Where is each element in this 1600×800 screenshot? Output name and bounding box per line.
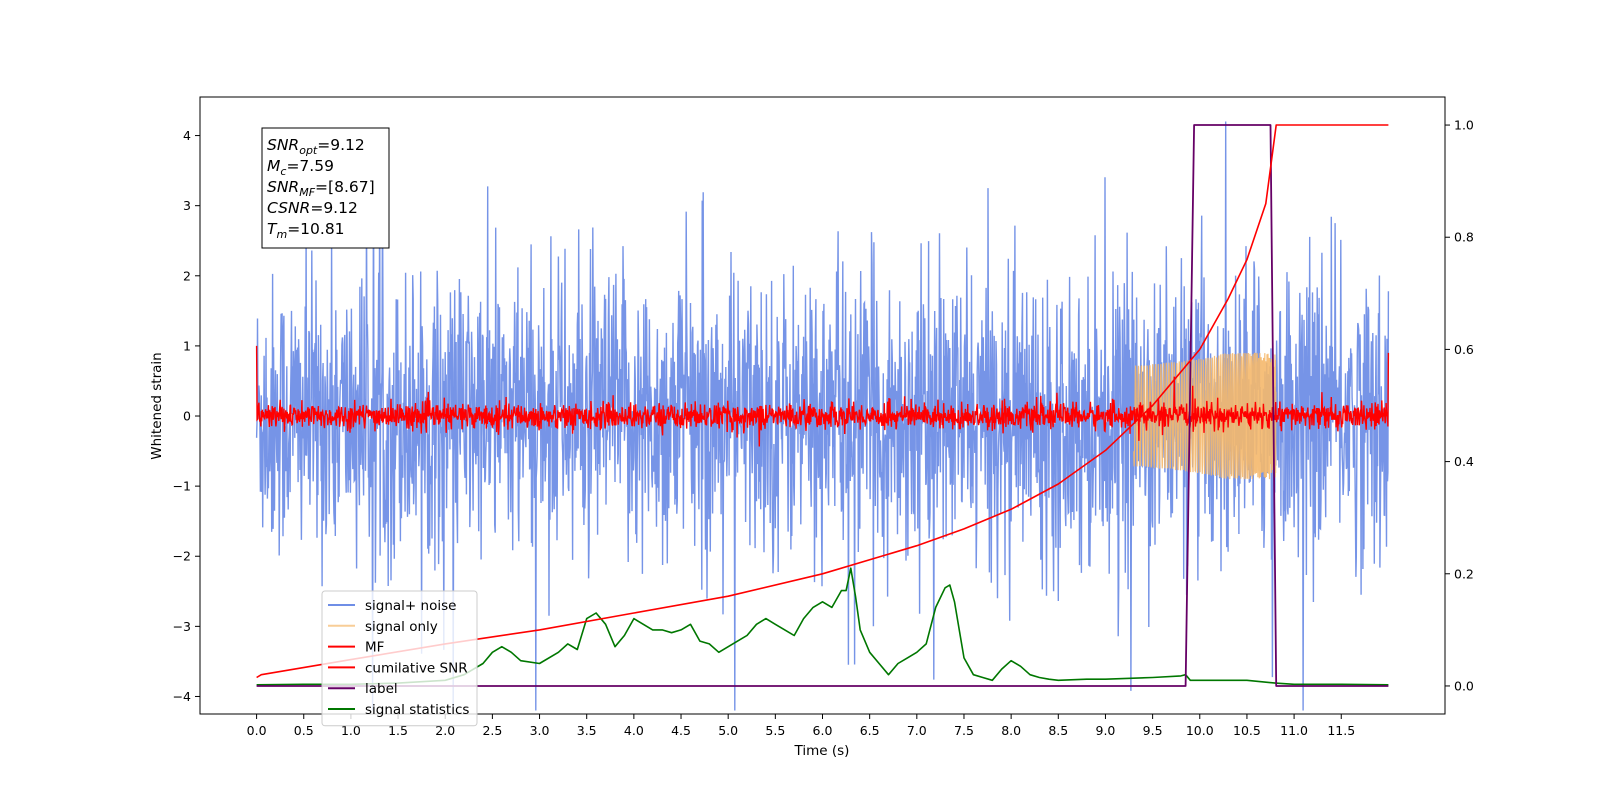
y-right-tick-label: 1.0 bbox=[1454, 118, 1474, 133]
series-signal-statistics bbox=[256, 567, 1389, 686]
x-tick-label: 8.0 bbox=[1001, 723, 1021, 738]
legend-label: cumilative SNR bbox=[365, 660, 468, 676]
stats-annotation-line: SNRopt=9.12 bbox=[267, 136, 365, 157]
x-tick-label: 6.5 bbox=[860, 723, 880, 738]
legend-frame bbox=[321, 590, 478, 727]
y-tick-label: 0 bbox=[183, 409, 191, 424]
legend-label: label bbox=[365, 681, 398, 697]
stats-annotation-line: Tm=10.81 bbox=[267, 220, 345, 241]
y-right-tick-label: 0.4 bbox=[1454, 454, 1474, 469]
stats-annotation-line: Mc=7.59 bbox=[267, 157, 334, 178]
y-tick-label: −3 bbox=[173, 619, 191, 634]
y-tick-label: 1 bbox=[183, 338, 191, 353]
series-signal-only bbox=[1133, 352, 1277, 480]
x-tick-label: 2.0 bbox=[435, 723, 455, 738]
x-tick-label: 5.0 bbox=[718, 723, 738, 738]
y-right-tick-label: 0.6 bbox=[1454, 342, 1474, 357]
x-tick-label: 4.0 bbox=[624, 723, 644, 738]
x-tick-label: 0.5 bbox=[294, 723, 314, 738]
x-tick-label: 7.0 bbox=[907, 723, 927, 738]
x-tick-label: 11.5 bbox=[1327, 723, 1355, 738]
series-mf bbox=[255, 345, 1390, 447]
x-tick-label: 6.0 bbox=[813, 723, 833, 738]
legend-label: MF bbox=[365, 640, 384, 656]
y-right-tick-label: 0.2 bbox=[1454, 566, 1474, 581]
x-tick-label: 0.0 bbox=[247, 723, 267, 738]
series-label bbox=[256, 124, 1389, 687]
y-tick-label: 2 bbox=[183, 268, 191, 283]
stats-annotation-frame bbox=[261, 127, 390, 249]
y-right-tick-label: 0.0 bbox=[1454, 678, 1474, 693]
x-tick-label: 9.5 bbox=[1143, 723, 1163, 738]
x-tick-label: 10.5 bbox=[1233, 723, 1261, 738]
x-tick-label: 10.0 bbox=[1186, 723, 1214, 738]
stats-annotation-line: SNRMF=[8.67] bbox=[267, 178, 375, 199]
y-axis-label: Whitened strain bbox=[149, 352, 165, 459]
x-tick-label: 8.5 bbox=[1048, 723, 1068, 738]
x-tick-label: 11.0 bbox=[1280, 723, 1308, 738]
y-tick-label: 4 bbox=[183, 128, 191, 143]
x-tick-label: 1.5 bbox=[388, 723, 408, 738]
legend-label: signal+ noise bbox=[365, 598, 456, 614]
legend-label: signal statistics bbox=[365, 702, 469, 718]
x-tick-label: 3.5 bbox=[577, 723, 597, 738]
x-tick-label: 3.0 bbox=[530, 723, 550, 738]
y-right-tick-label: 0.8 bbox=[1454, 230, 1474, 245]
x-tick-label: 4.5 bbox=[671, 723, 691, 738]
x-tick-label: 7.5 bbox=[954, 723, 974, 738]
y-tick-label: 3 bbox=[183, 198, 191, 213]
x-tick-label: 9.0 bbox=[1096, 723, 1116, 738]
x-tick-label: 2.5 bbox=[482, 723, 502, 738]
legend-label: signal only bbox=[365, 619, 438, 635]
y-tick-label: −2 bbox=[173, 549, 191, 564]
stats-annotation-line: CSNR=9.12 bbox=[267, 199, 358, 217]
x-axis-label: Time (s) bbox=[794, 743, 850, 759]
y-tick-label: −1 bbox=[173, 479, 191, 494]
legend: signal+ noise signal only MF cumilative SNR… bbox=[321, 590, 478, 727]
y-tick-label: −4 bbox=[173, 689, 191, 704]
x-tick-label: 1.0 bbox=[341, 723, 361, 738]
x-tick-label: 5.5 bbox=[765, 723, 785, 738]
